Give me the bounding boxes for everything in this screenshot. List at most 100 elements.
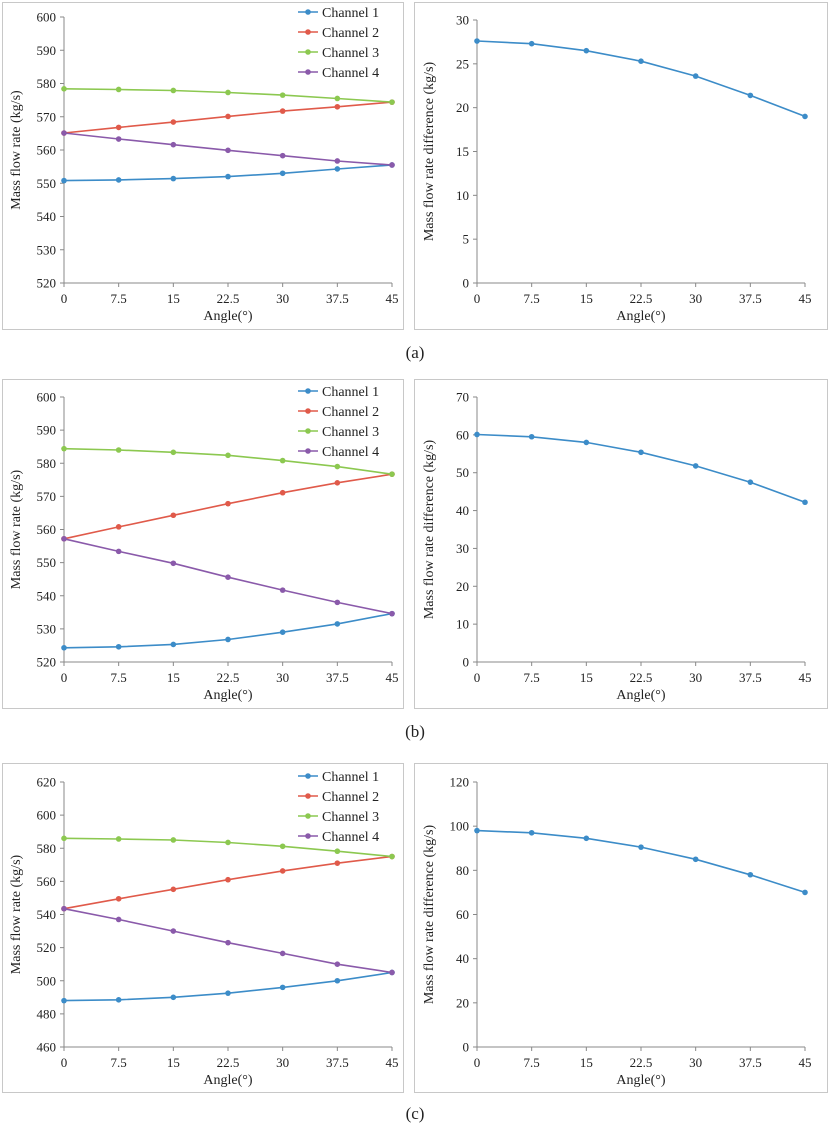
- data-point-c-left-3: [389, 853, 395, 860]
- panel-label-a: (a): [406, 343, 425, 362]
- data-point-b-left-1: [225, 636, 231, 643]
- data-point-c-left-1: [170, 994, 177, 1001]
- x-tick-label-b-left: 15: [167, 670, 180, 685]
- x-tick-label-c-right: 30: [689, 1055, 702, 1070]
- data-point-b-left-2: [334, 479, 341, 486]
- data-point-b-left-4: [170, 560, 177, 567]
- data-point-a-left-1: [170, 175, 177, 182]
- data-point-c-left-1: [115, 996, 122, 1003]
- y-tick-label-a-left: 570: [37, 109, 57, 124]
- data-point-a-left-2: [225, 113, 231, 120]
- data-point-a-left-4: [225, 147, 231, 154]
- y-tick-label-b-right: 10: [456, 617, 469, 632]
- data-point-c-left-3: [279, 843, 286, 850]
- chart-c-right: 0 20 40 60 80 100 120 0 7.5 15 22.5 30 37.5 45 Angle(°…: [422, 775, 812, 1089]
- chart-b-right: 0 10 20 30 40 50 60 70 0 7.5 15 22.5 30 37.5 45 Angle(°…: [422, 390, 812, 704]
- data-point-a-right-1: [802, 113, 808, 120]
- x-tick-label-c-left: 0: [61, 1055, 68, 1070]
- y-tick-label-c-left: 520: [37, 940, 57, 955]
- legend-swatch-marker: [305, 49, 311, 55]
- legend-entry: Channel 1: [322, 6, 379, 21]
- data-point-b-left-2: [170, 512, 177, 519]
- data-point-a-left-1: [61, 177, 67, 184]
- legend-entry: Channel 3: [322, 46, 379, 61]
- legend-b-left: Channel 1 Channel 2 Channel 3 Channel 4: [298, 385, 379, 460]
- data-point-a-left-4: [279, 152, 286, 159]
- data-point-b-left-3: [225, 452, 231, 459]
- legend-entry: Channel 3: [322, 425, 379, 440]
- x-tick-label-a-left: 30: [276, 291, 289, 306]
- y-tick-label-c-left: 500: [37, 973, 57, 988]
- y-tick-label-c-right: 40: [456, 951, 469, 966]
- x-tick-label-b-left: 22.5: [217, 670, 240, 685]
- data-point-c-left-4: [170, 928, 177, 934]
- legend-swatch-marker: [305, 428, 311, 434]
- legend-entry: Channel 4: [322, 66, 379, 81]
- legend-swatch-marker: [305, 69, 311, 75]
- data-point-c-left-3: [225, 839, 231, 846]
- y-tick-label-b-right: 20: [456, 579, 469, 594]
- x-tick-label-b-right: 7.5: [524, 670, 540, 685]
- chart-frame-a-left: [2, 2, 404, 330]
- x-tick-label-b-left: 0: [61, 670, 68, 685]
- data-point-a-left-3: [225, 89, 231, 96]
- data-point-a-left-4: [334, 158, 341, 164]
- data-point-a-left-1: [334, 166, 341, 172]
- data-point-c-left-2: [225, 876, 231, 883]
- x-tick-label-b-right: 45: [799, 670, 812, 685]
- data-point-b-right-1: [528, 433, 535, 440]
- y-tick-label-b-left: 520: [37, 655, 57, 670]
- data-point-b-right-1: [638, 449, 644, 456]
- y-tick-label-a-right: 15: [456, 144, 469, 159]
- data-point-b-left-4: [115, 548, 122, 555]
- y-tick-label-a-right: 30: [456, 13, 469, 28]
- x-axis-title-b-right: Angle(°): [616, 688, 665, 703]
- y-tick-label-b-right: 60: [456, 427, 469, 442]
- x-tick-label-b-right: 22.5: [630, 670, 653, 685]
- y-tick-label-b-right: 70: [456, 390, 469, 405]
- data-point-c-left-4: [225, 939, 231, 946]
- y-tick-label-b-left: 530: [37, 621, 57, 636]
- x-tick-label-b-right: 30: [689, 670, 702, 685]
- y-tick-label-a-left: 540: [37, 209, 57, 224]
- data-point-a-left-4: [115, 136, 122, 142]
- y-tick-label-c-left: 480: [37, 1006, 57, 1021]
- legend-entry: Channel 4: [322, 445, 379, 460]
- data-point-b-right-1: [692, 463, 699, 469]
- data-point-c-left-2: [115, 895, 122, 902]
- data-point-a-left-4: [389, 162, 395, 168]
- chart-frame-a-right: [414, 2, 828, 330]
- data-point-b-left-1: [334, 621, 341, 627]
- data-point-b-left-3: [279, 457, 286, 464]
- data-point-a-left-4: [170, 141, 177, 148]
- y-tick-label-b-right: 40: [456, 503, 469, 518]
- y-tick-label-c-right: 0: [463, 1040, 470, 1055]
- x-tick-label-a-left: 37.5: [326, 291, 349, 306]
- y-tick-label-b-right: 0: [463, 655, 470, 670]
- x-tick-label-b-right: 15: [580, 670, 593, 685]
- y-tick-label-c-right: 20: [456, 995, 469, 1010]
- y-tick-label-b-left: 550: [37, 555, 57, 570]
- data-point-a-left-1: [279, 170, 286, 177]
- y-axis-title-b-right: Mass flow rate difference (kg/s): [422, 439, 437, 619]
- data-point-b-left-3: [170, 449, 177, 456]
- x-tick-label-c-left: 22.5: [217, 1055, 240, 1070]
- y-tick-label-c-left: 600: [37, 808, 57, 823]
- legend-entry: Channel 2: [322, 26, 379, 41]
- y-axis-title-a-right: Mass flow rate difference (kg/s): [422, 61, 437, 241]
- data-point-c-right-1: [474, 827, 480, 834]
- x-tick-label-b-right: 0: [474, 670, 481, 685]
- chart-frame-b-right: [414, 379, 828, 709]
- y-axis-title-b-left: Mass flow rate (kg/s): [9, 469, 24, 589]
- data-point-c-right-1: [747, 871, 754, 878]
- data-point-b-right-1: [747, 479, 754, 485]
- data-point-c-left-4: [115, 916, 122, 923]
- x-tick-label-a-left: 15: [167, 291, 180, 306]
- x-tick-label-c-right: 7.5: [524, 1055, 540, 1070]
- data-point-b-right-1: [802, 499, 808, 506]
- data-point-c-left-1: [334, 977, 341, 984]
- legend-entry: Channel 3: [322, 810, 379, 825]
- y-tick-label-c-left: 460: [37, 1040, 57, 1055]
- legend-swatch-marker: [305, 29, 311, 35]
- y-tick-label-a-left: 590: [37, 43, 57, 58]
